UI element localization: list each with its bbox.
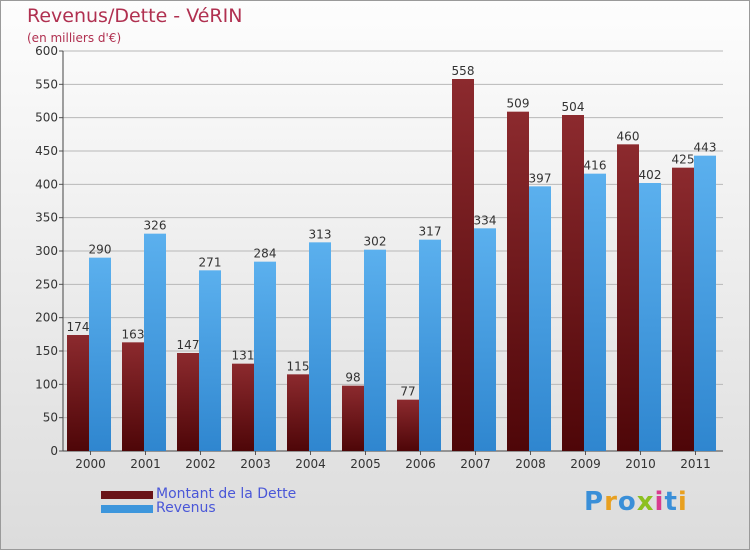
x-tick-label: 2004 bbox=[295, 457, 326, 471]
debt-bar bbox=[122, 342, 144, 451]
x-tick-label: 2001 bbox=[130, 457, 161, 471]
revenue-bar bbox=[144, 233, 166, 451]
revenue-data-label: 326 bbox=[144, 219, 167, 233]
y-tick-label: 550 bbox=[35, 77, 58, 91]
revenue-bar bbox=[419, 239, 441, 451]
debt-bar bbox=[617, 144, 639, 452]
debt-data-label: 98 bbox=[345, 371, 360, 385]
y-tick-label: 400 bbox=[35, 177, 58, 191]
x-tick-label: 2002 bbox=[185, 457, 216, 471]
debt-data-label: 460 bbox=[617, 129, 640, 143]
revenue-bar bbox=[694, 155, 716, 451]
revenue-data-label: 397 bbox=[529, 171, 552, 185]
revenue-bar bbox=[309, 242, 331, 451]
proxiti-logo: Proxiti bbox=[584, 487, 688, 517]
x-tick-label: 2008 bbox=[515, 457, 546, 471]
debt-data-label: 77 bbox=[400, 385, 415, 399]
legend-swatch-debt bbox=[101, 491, 153, 499]
debt-data-label: 504 bbox=[562, 100, 585, 114]
revenue-bar bbox=[199, 270, 221, 451]
debt-data-label: 115 bbox=[287, 359, 310, 373]
revenue-bar bbox=[474, 228, 496, 451]
legend-swatch-revenue bbox=[101, 505, 153, 513]
debt-data-label: 558 bbox=[452, 64, 475, 78]
y-tick-label: 150 bbox=[35, 344, 58, 358]
y-tick-label: 50 bbox=[43, 411, 58, 425]
debt-data-label: 147 bbox=[177, 338, 200, 352]
debt-bar bbox=[177, 353, 199, 451]
revenue-bar bbox=[364, 249, 386, 451]
revenue-data-label: 443 bbox=[694, 141, 717, 155]
revenue-data-label: 416 bbox=[584, 159, 607, 173]
debt-bar bbox=[67, 335, 89, 451]
revenue-data-label: 284 bbox=[254, 247, 277, 261]
y-tick-label: 250 bbox=[35, 277, 58, 291]
debt-data-label: 131 bbox=[232, 349, 255, 363]
revenue-bar bbox=[89, 257, 111, 451]
y-tick-label: 500 bbox=[35, 111, 58, 125]
y-tick-label: 200 bbox=[35, 311, 58, 325]
revenue-data-label: 317 bbox=[419, 225, 442, 239]
revenue-bar bbox=[639, 183, 661, 451]
x-tick-label: 2003 bbox=[240, 457, 271, 471]
debt-bar bbox=[232, 363, 254, 451]
y-tick-label: 450 bbox=[35, 144, 58, 158]
revenue-data-label: 302 bbox=[364, 235, 387, 249]
chart-subtitle: (en milliers d'€) bbox=[27, 31, 122, 45]
debt-data-label: 174 bbox=[67, 320, 90, 334]
y-tick-label: 300 bbox=[35, 244, 58, 258]
y-tick-label: 600 bbox=[35, 44, 58, 58]
debt-data-label: 509 bbox=[507, 97, 530, 111]
revenue-bar bbox=[529, 186, 551, 452]
revenue-data-label: 271 bbox=[199, 255, 222, 269]
debt-bar bbox=[287, 374, 309, 451]
legend-label-revenue: Revenus bbox=[156, 500, 216, 516]
x-tick-label: 2000 bbox=[75, 457, 106, 471]
debt-bar bbox=[672, 167, 694, 451]
chart-title: Revenus/Dette - VéRIN bbox=[27, 5, 243, 27]
debt-data-label: 425 bbox=[672, 153, 695, 167]
debt-bar bbox=[507, 111, 529, 452]
revenue-bar bbox=[584, 173, 606, 451]
debt-data-label: 163 bbox=[122, 327, 145, 341]
y-tick-label: 100 bbox=[35, 377, 58, 391]
revenue-data-label: 402 bbox=[639, 168, 662, 182]
legend-label-debt: Montant de la Dette bbox=[156, 486, 297, 502]
x-tick-label: 2005 bbox=[350, 457, 381, 471]
x-tick-label: 2006 bbox=[405, 457, 436, 471]
debt-bar bbox=[562, 115, 584, 451]
y-tick-label: 350 bbox=[35, 211, 58, 225]
x-tick-label: 2007 bbox=[460, 457, 491, 471]
debt-bar bbox=[342, 385, 364, 451]
x-tick-label: 2010 bbox=[625, 457, 656, 471]
y-tick-label: 0 bbox=[50, 444, 58, 458]
revenue-bar bbox=[254, 261, 276, 451]
revenue-data-label: 313 bbox=[309, 227, 332, 241]
x-tick-label: 2009 bbox=[570, 457, 601, 471]
debt-bar bbox=[397, 399, 419, 451]
x-tick-label: 2011 bbox=[680, 457, 711, 471]
revenue-data-label: 334 bbox=[474, 213, 497, 227]
revenue-data-label: 290 bbox=[89, 243, 112, 257]
debt-bar bbox=[452, 79, 474, 451]
